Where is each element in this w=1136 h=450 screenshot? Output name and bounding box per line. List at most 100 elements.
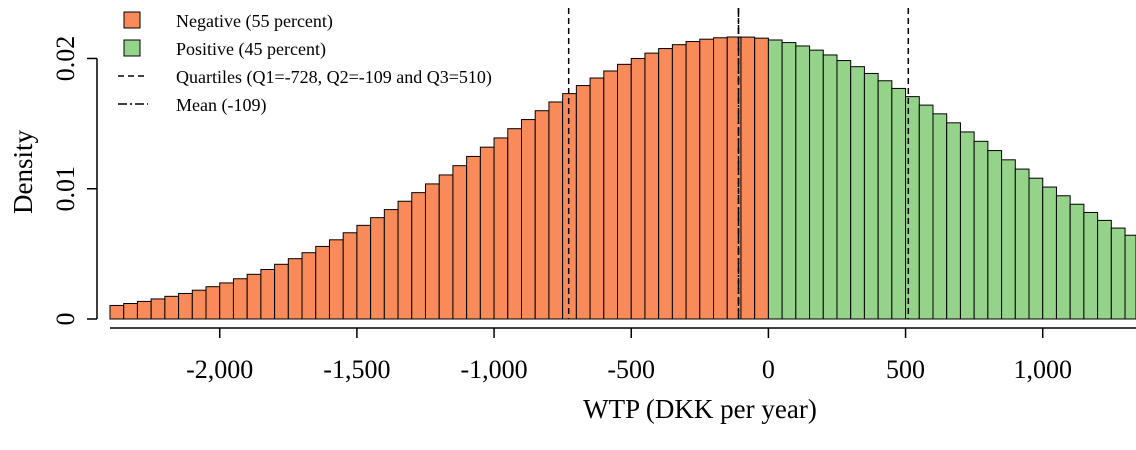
bar-negative xyxy=(685,41,701,320)
bar-negative xyxy=(164,295,180,320)
bar-negative xyxy=(109,304,125,320)
bar-negative xyxy=(383,209,399,320)
bar-positive xyxy=(863,72,879,320)
bar-negative xyxy=(466,155,481,320)
bar-negative xyxy=(493,137,509,320)
bar-negative xyxy=(150,298,166,320)
x-axis-label: WTP (DKK per year) xyxy=(583,394,817,424)
y-tick-label: 0.02 xyxy=(51,36,80,81)
bar-negative xyxy=(658,48,673,320)
legend-label: Positive (45 percent) xyxy=(176,39,326,60)
legend-positive: Positive (45 percent) xyxy=(123,39,326,60)
bar-positive xyxy=(932,113,948,320)
x-tick-label: 0 xyxy=(762,355,775,384)
bar-negative xyxy=(370,217,385,320)
bar-positive xyxy=(781,42,797,320)
bar-negative xyxy=(534,110,550,320)
bar-negative xyxy=(671,44,687,320)
bar-negative xyxy=(713,37,728,320)
bar-negative xyxy=(438,174,454,320)
bar-negative xyxy=(356,224,372,320)
bar-negative xyxy=(205,286,221,320)
bar-negative xyxy=(287,258,303,320)
bar-negative xyxy=(521,119,536,320)
bar-positive xyxy=(1055,195,1071,320)
y-tick-label: 0 xyxy=(51,313,80,326)
bar-positive xyxy=(1042,186,1057,320)
bar-negative xyxy=(260,269,276,320)
legend-mean: Mean (-109) xyxy=(118,95,266,116)
reference-lines xyxy=(567,8,910,319)
bar-negative xyxy=(507,128,522,320)
bar-negative xyxy=(232,278,248,320)
bar-negative xyxy=(754,37,769,320)
bar-positive xyxy=(822,54,838,320)
bar-negative xyxy=(548,101,564,320)
bar-positive xyxy=(836,60,852,320)
bar-negative xyxy=(630,57,646,320)
legend-quartiles: Quartiles (Q1=-728, Q2=-109 and Q3=510) xyxy=(118,67,492,88)
axes: -2,000 -1,500 -1,000 -500 0 500 1,000 0 0.01 0.02 xyxy=(51,36,1136,384)
bar-positive xyxy=(1097,219,1112,320)
x-tick-label: -1,000 xyxy=(460,355,527,384)
bar-negative xyxy=(315,245,330,320)
legend-negative: Negative (55 percent) xyxy=(123,11,333,32)
bar-positive xyxy=(959,131,975,320)
bar-negative xyxy=(452,165,468,320)
bar-positive xyxy=(1110,227,1126,320)
bar-negative xyxy=(397,200,413,320)
bar-negative xyxy=(562,93,577,320)
bar-negative xyxy=(411,192,426,320)
bar-negative xyxy=(178,292,193,320)
bar-positive xyxy=(918,104,934,320)
x-tick-label: 1,000 xyxy=(1013,355,1072,384)
bar-negative xyxy=(699,38,715,320)
bar-negative xyxy=(301,252,317,320)
legend-swatch xyxy=(123,11,141,29)
legend-swatch xyxy=(123,39,141,57)
histogram-bars xyxy=(109,36,1136,320)
bar-positive xyxy=(1014,168,1030,320)
bar-negative xyxy=(342,232,358,320)
x-tick-label: -500 xyxy=(607,355,655,384)
x-tick-label: 500 xyxy=(886,355,925,384)
bar-positive xyxy=(877,80,893,320)
bar-negative xyxy=(603,70,619,320)
bar-positive xyxy=(891,87,907,320)
bar-negative xyxy=(123,303,138,320)
y-axis-label: Density xyxy=(8,130,38,214)
bar-positive xyxy=(946,122,961,320)
bar-negative xyxy=(136,300,152,320)
bar-negative xyxy=(328,239,344,320)
bar-positive xyxy=(973,140,989,320)
bar-negative xyxy=(575,85,591,320)
bar-negative xyxy=(479,146,495,320)
bar-negative xyxy=(274,263,289,320)
bar-positive xyxy=(1028,177,1044,320)
x-tick-label: -1,500 xyxy=(323,355,390,384)
bar-negative xyxy=(424,183,440,320)
x-tick-label: -2,000 xyxy=(186,355,253,384)
bar-positive xyxy=(1001,159,1016,320)
legend-label: Quartiles (Q1=-728, Q2=-109 and Q3=510) xyxy=(176,67,492,88)
bar-negative xyxy=(191,289,207,320)
bar-negative xyxy=(589,77,605,320)
bar-positive xyxy=(1124,234,1136,320)
legend-label: Negative (55 percent) xyxy=(176,11,333,32)
bar-positive xyxy=(1083,211,1099,320)
bar-positive xyxy=(795,45,811,320)
bar-positive xyxy=(767,39,783,320)
bar-positive xyxy=(850,66,865,320)
bar-negative xyxy=(246,273,262,320)
legend-label: Mean (-109) xyxy=(176,95,266,116)
bar-negative xyxy=(219,282,234,320)
bar-positive xyxy=(987,150,1003,320)
bar-negative xyxy=(617,63,632,320)
bar-positive xyxy=(1069,203,1085,320)
bar-negative xyxy=(740,36,756,320)
bar-positive xyxy=(809,49,824,320)
y-tick-label: 0.01 xyxy=(51,166,80,212)
bar-negative xyxy=(644,52,660,320)
legend: Negative (55 percent) Positive (45 percen… xyxy=(118,11,492,116)
